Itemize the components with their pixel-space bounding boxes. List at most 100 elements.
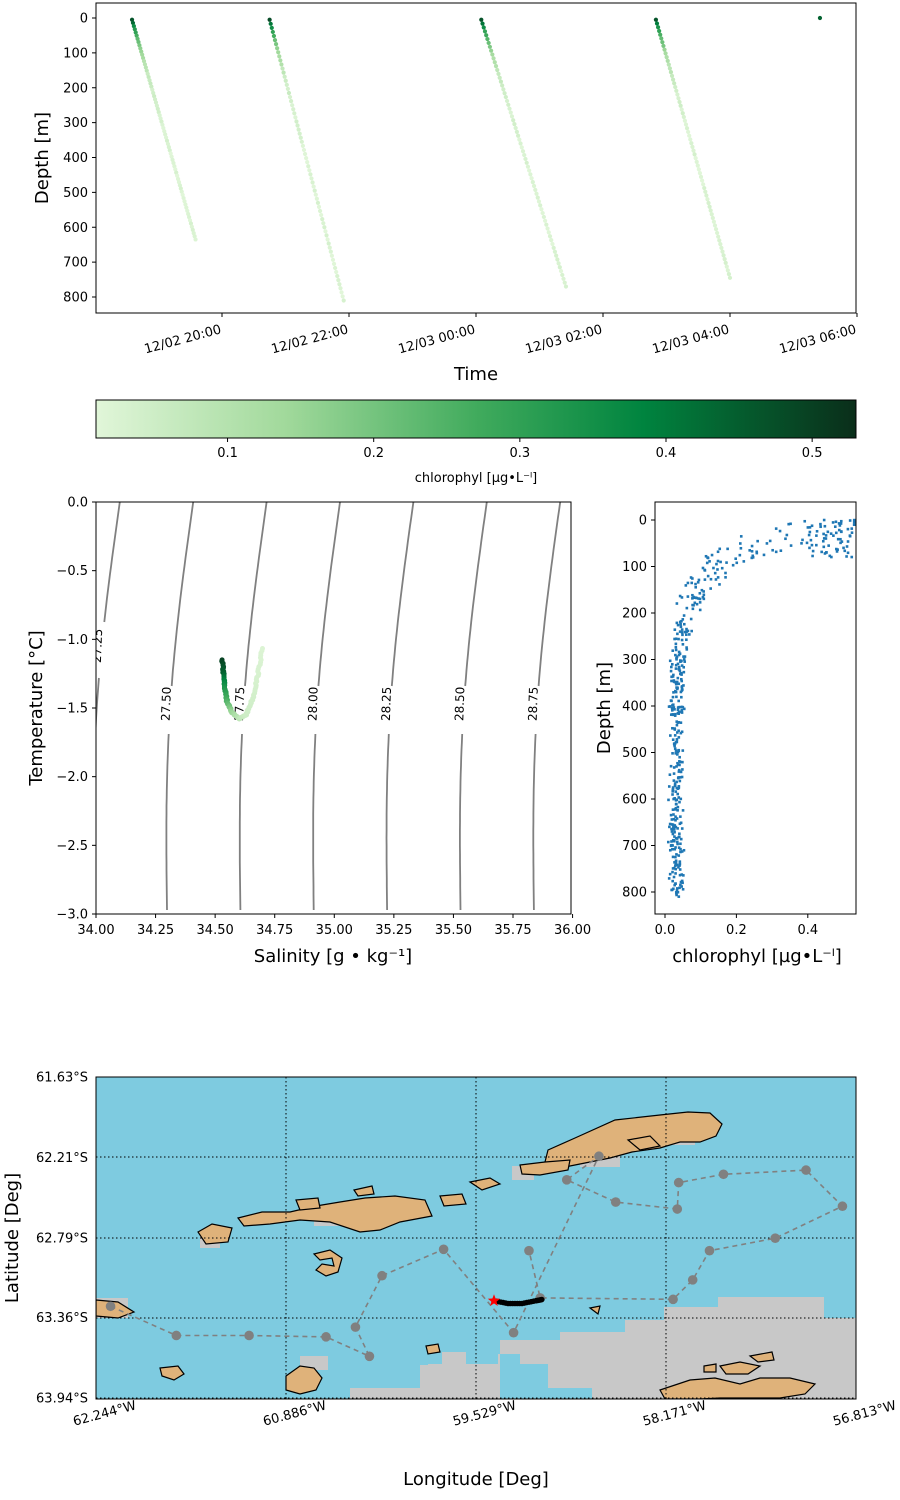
depth-time-xtick-label: 12/03 02:00: [524, 322, 604, 357]
depth-time-point: [702, 185, 707, 191]
depth-time-point: [163, 135, 169, 140]
chl-depth-point: [675, 602, 679, 605]
chl-depth-point: [672, 817, 676, 821]
chl-depth-point: [682, 614, 686, 617]
depth-time-point: [307, 168, 312, 173]
chl-depth-point: [673, 784, 677, 788]
chl-depth-point: [673, 747, 677, 750]
chl-depth-point: [674, 689, 677, 693]
depth-time-point: [285, 86, 290, 92]
chl-depth-point: [670, 823, 674, 826]
depth-time-point: [707, 204, 712, 209]
depth-time-point: [724, 264, 729, 269]
depth-time-point: [544, 222, 549, 227]
depth-time-point: [511, 118, 516, 123]
chl-depth-point: [678, 886, 681, 890]
chl-depth-point: [697, 597, 700, 600]
depth-time-point: [281, 70, 286, 75]
chl-depth-point: [836, 537, 840, 541]
glider-track-point: [538, 1296, 545, 1303]
chl-depth-point: [674, 859, 678, 863]
waypoint: [244, 1330, 254, 1341]
chl-depth-point: [846, 527, 850, 531]
chl-depth-point: [845, 545, 849, 548]
chl-depth-point: [751, 556, 755, 559]
depth-time-xtick-label: 12/02 22:00: [270, 322, 350, 357]
map-panel: 61.63°S62.21°S62.79°S63.36°S63.94°S 62.2…: [2, 1071, 898, 1491]
chl-depth-point: [739, 542, 742, 545]
chl-depth-point: [673, 728, 677, 731]
chl-depth-point: [676, 711, 680, 715]
depth-time-point: [717, 238, 722, 243]
chl-depth-point: [685, 638, 688, 642]
chl-depth-point: [674, 818, 677, 822]
chl-depth-point: [674, 667, 678, 670]
map-ytick-label: 62.21°S: [36, 1151, 88, 1166]
depth-time-point: [523, 156, 528, 162]
depth-time-point: [308, 172, 313, 177]
density-contour-label: 28.50: [452, 686, 467, 721]
chl-depth-point: [676, 805, 680, 809]
depth-time-point: [495, 67, 500, 73]
chl-depth-point: [713, 571, 717, 575]
chl-depth-point: [682, 665, 686, 669]
chl-depth-point: [680, 730, 684, 734]
waypoint: [508, 1327, 519, 1338]
chl-depth-point: [673, 637, 676, 641]
chl-depth-point: [701, 595, 705, 599]
depth-time-point: [270, 29, 275, 35]
depth-time-ytick-label: 0: [80, 12, 88, 27]
chl-depth-ytick-label: 400: [622, 700, 647, 715]
map-xtick-label: 56.813°W: [831, 1398, 898, 1429]
depth-time-point: [319, 212, 324, 218]
depth-time-point: [715, 230, 720, 236]
chl-depth-point: [671, 832, 675, 836]
chl-depth-point: [674, 867, 677, 871]
chl-depth-point: [673, 883, 676, 887]
map-gridlines: [96, 1077, 856, 1399]
chl-depth-point: [682, 670, 686, 674]
depth-time-point: [140, 52, 145, 57]
depth-time-point: [560, 272, 565, 278]
chl-depth-point: [838, 524, 842, 527]
chl-depth-point: [778, 529, 782, 533]
chl-depth-point: [678, 710, 681, 714]
chl-depth-point: [682, 658, 686, 661]
chl-depth-point: [692, 603, 695, 607]
chl-depth-point: [671, 695, 675, 699]
depth-time-point: [314, 196, 319, 201]
depth-time-point: [658, 32, 663, 37]
depth-time-point: [710, 215, 715, 221]
depth-time-point: [558, 268, 564, 274]
chl-depth-point: [677, 786, 681, 790]
chl-depth-point: [676, 776, 680, 780]
depth-time-point: [556, 261, 561, 266]
waypoint: [837, 1201, 848, 1212]
chl-depth-point: [678, 779, 682, 783]
chl-depth-point: [701, 566, 705, 570]
depth-time-point: [142, 62, 148, 67]
chl-depth-point: [826, 530, 830, 534]
depth-time-point: [166, 145, 171, 150]
chl-depth-point: [677, 637, 680, 641]
chl-depth-point: [835, 550, 839, 553]
chl-depth-point: [756, 539, 759, 543]
chl-depth-point: [827, 544, 830, 547]
depth-time-point: [271, 33, 277, 39]
chl-depth-point: [667, 705, 671, 708]
colorbar-label: chlorophyl [µg•L⁻ˡ]: [415, 471, 538, 486]
depth-time-xtick-label: 12/03 06:00: [778, 322, 858, 357]
chl-depth-point: [808, 530, 812, 534]
chl-depth-ytick-label: 100: [622, 560, 647, 575]
chl-depth-point: [677, 682, 681, 686]
chl-depth-point: [765, 542, 769, 545]
chl-depth-point: [677, 785, 681, 788]
chl-depth-point: [674, 815, 677, 818]
chl-depth-point: [671, 793, 674, 796]
chl-depth-point: [839, 522, 843, 525]
depth-time-point: [482, 29, 488, 34]
depth-time-point: [193, 237, 198, 242]
depth-time-ytick-label: 500: [63, 186, 88, 201]
chl-depth-point: [674, 872, 677, 875]
chl-depth-point: [682, 874, 685, 877]
